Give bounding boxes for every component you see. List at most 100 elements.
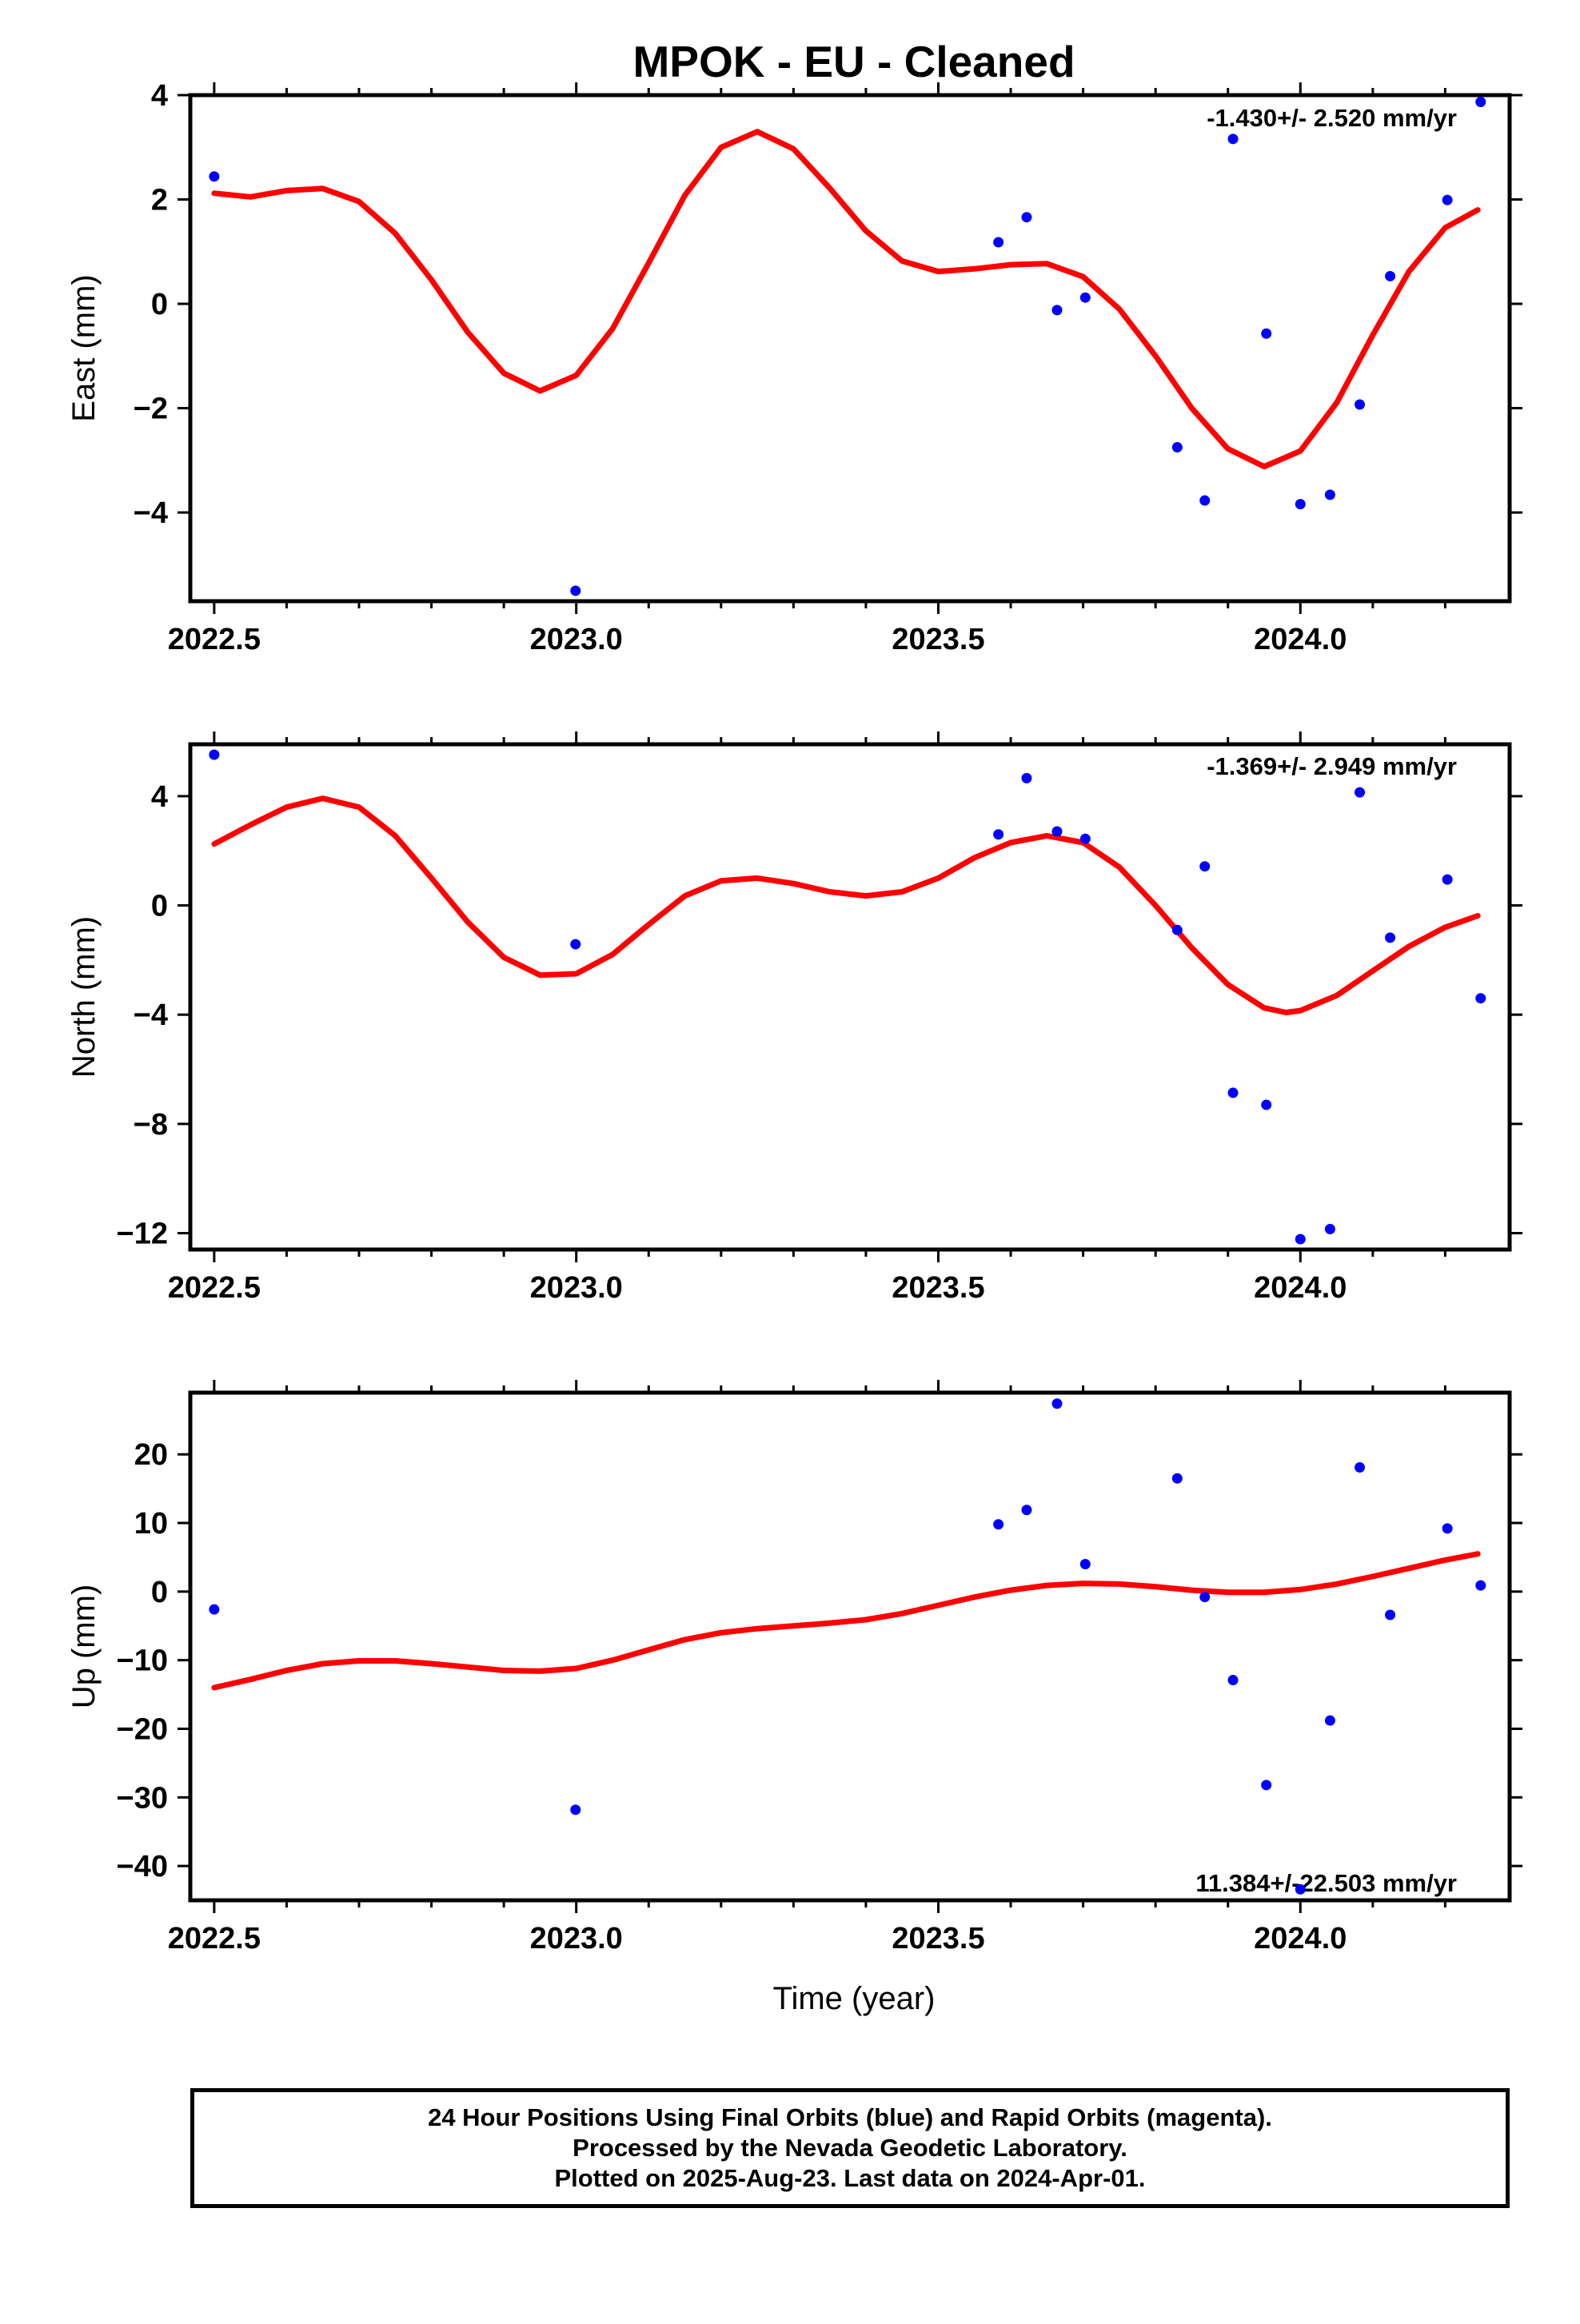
panel-3-data-point bbox=[1355, 1462, 1366, 1473]
panel-3-y-tick-label: −30 bbox=[117, 1781, 168, 1815]
panel-1-data-point bbox=[1171, 441, 1183, 452]
panel-1-data-point bbox=[1261, 328, 1272, 339]
panel-2-frame bbox=[188, 742, 1512, 1252]
panel-3-data-point bbox=[1227, 1675, 1239, 1686]
figure-title: MPOK - EU - Cleaned bbox=[632, 37, 1075, 86]
panel-2-data-point bbox=[1295, 1234, 1306, 1245]
footer-box: 24 Hour Positions Using Final Orbits (bl… bbox=[190, 2088, 1510, 2208]
panel-2-data-point bbox=[1442, 874, 1453, 885]
panel-2-data-point bbox=[1171, 924, 1183, 935]
panel-3-data-point bbox=[1079, 1559, 1091, 1570]
panel-2-y-tick-label: −8 bbox=[134, 1108, 168, 1142]
panel-2-x-tick-label: 2022.5 bbox=[168, 1271, 261, 1305]
panel-1-fit-curve bbox=[211, 129, 1481, 470]
panel-1-data-point bbox=[1021, 212, 1032, 223]
panel-2-data-point bbox=[1021, 772, 1032, 783]
panel-2-y-tick-label: 4 bbox=[151, 780, 168, 814]
panel-1-data-point bbox=[1385, 270, 1396, 281]
panel-2-data-point bbox=[570, 939, 581, 950]
panel-1-data-point bbox=[1355, 399, 1366, 410]
footer-line-1: 24 Hour Positions Using Final Orbits (bl… bbox=[428, 2103, 1272, 2131]
panel-1-y-tick-label: 0 bbox=[151, 288, 168, 321]
footer-line-3: Plotted on 2025-Aug-23. Last data on 202… bbox=[554, 2164, 1146, 2192]
panel-1-data-point bbox=[1442, 194, 1453, 205]
panel-1-y-axis-label: East (mm) bbox=[66, 274, 102, 421]
panel-2-data-point bbox=[1324, 1223, 1335, 1234]
panel-1-data-point bbox=[209, 171, 220, 182]
panel-2-y-tick-label: 0 bbox=[151, 890, 168, 923]
panel-3-data-point bbox=[1021, 1505, 1032, 1516]
panel-1-data-point bbox=[1051, 305, 1063, 316]
panel-1-x-tick-label: 2024.0 bbox=[1254, 623, 1347, 656]
panel-3-y-tick-label: 20 bbox=[134, 1438, 168, 1472]
panel-3-data-point bbox=[209, 1604, 220, 1615]
panel-2-data-point bbox=[1385, 932, 1396, 943]
panel-2-y-tick-label: −4 bbox=[134, 999, 168, 1032]
panel-1-y-tick-label: 4 bbox=[151, 79, 168, 113]
panel-3-data-point bbox=[1261, 1780, 1272, 1791]
panel-3-rate-label: 11.384+/-22.503 mm/yr bbox=[1195, 1869, 1457, 1897]
panel-3-data-point bbox=[993, 1519, 1004, 1530]
panel-2-data-point bbox=[1261, 1099, 1272, 1110]
panel-1-y-tick-label: −4 bbox=[134, 496, 168, 530]
panel-2-x-tick-label: 2023.5 bbox=[892, 1271, 984, 1305]
panel-3-y-tick-label: 0 bbox=[151, 1576, 168, 1609]
panel-3-y-tick-label: −40 bbox=[117, 1850, 168, 1884]
footer-line-2: Processed by the Nevada Geodetic Laborat… bbox=[573, 2134, 1127, 2162]
panel-2-data-point bbox=[209, 749, 220, 760]
panel-1-frame bbox=[188, 93, 1512, 604]
panel-2-data-point bbox=[1475, 993, 1486, 1004]
panel-3-data-point bbox=[1295, 1884, 1306, 1895]
panel-1-data-point bbox=[1079, 292, 1091, 303]
panel-3-data-point bbox=[1199, 1592, 1211, 1603]
panel-3-data-point bbox=[1442, 1523, 1453, 1534]
panel-1-data-point bbox=[1475, 96, 1486, 107]
panel-3-x-tick-label: 2023.0 bbox=[530, 1922, 623, 1955]
panel-3-frame bbox=[188, 1390, 1512, 1903]
panel-3-y-axis-label: Up (mm) bbox=[66, 1585, 102, 1709]
x-axis-label: Time (year) bbox=[773, 1981, 936, 2016]
panel-1-y-tick-label: −2 bbox=[134, 393, 168, 426]
panel-3: 2022.5 2023.0 2023.5 2024.0 −40 −30 −20 −10 0 10 2… bbox=[66, 1380, 1522, 1955]
panel-2-data-point bbox=[1199, 861, 1211, 872]
panel-1-x-tick-label: 2022.5 bbox=[168, 623, 261, 656]
panel-2-data-point bbox=[1227, 1087, 1239, 1098]
panel-2-data-point bbox=[993, 829, 1004, 840]
panel-3-x-tick-label: 2023.5 bbox=[892, 1922, 984, 1955]
panel-3-y-tick-label: −20 bbox=[117, 1712, 168, 1746]
panel-2-data-point bbox=[1079, 833, 1091, 844]
panel-2-fit-curve bbox=[211, 795, 1481, 1015]
panel-1-data-point bbox=[1199, 495, 1211, 506]
panel-3-data-point bbox=[1171, 1473, 1183, 1484]
panel-2-y-tick-label: −12 bbox=[117, 1218, 168, 1251]
panel-3-y-tick-label: 10 bbox=[134, 1507, 168, 1541]
panel-3-x-tick-label: 2024.0 bbox=[1254, 1922, 1347, 1955]
panel-3-y-tick-label: −10 bbox=[117, 1644, 168, 1678]
panel-2-rate-label: -1.369+/- 2.949 mm/yr bbox=[1207, 752, 1457, 780]
panel-3-x-tick-label: 2022.5 bbox=[168, 1922, 261, 1955]
panel-2: 2022.5 2023.0 2023.5 2024.0 −12 −8 −4 0 4 North (… bbox=[66, 731, 1522, 1305]
panel-2-y-axis-label: North (mm) bbox=[66, 916, 102, 1078]
panel-1-x-tick-label: 2023.5 bbox=[892, 623, 984, 656]
panel-1-data-point bbox=[570, 585, 581, 596]
panel-1-data-point bbox=[1295, 499, 1306, 510]
panel-1: 2022.5 2023.0 2023.5 2024.0 −4 −2 0 2 4 East (mm)… bbox=[66, 79, 1522, 656]
panel-1-data-point bbox=[1324, 489, 1335, 500]
panel-2-x-tick-label: 2024.0 bbox=[1254, 1271, 1347, 1305]
panel-3-data-point bbox=[1385, 1609, 1396, 1620]
panel-2-data-point bbox=[1051, 826, 1063, 837]
panel-1-x-tick-label: 2023.0 bbox=[530, 623, 623, 656]
panel-1-data-point bbox=[1227, 134, 1239, 145]
panel-2-x-tick-label: 2023.0 bbox=[530, 1271, 623, 1305]
panel-1-rate-label: -1.430+/- 2.520 mm/yr bbox=[1207, 104, 1457, 132]
panel-1-data-point bbox=[993, 237, 1004, 248]
panel-3-data-point bbox=[1475, 1580, 1486, 1591]
panel-3-fit-curve bbox=[211, 1551, 1481, 1691]
panel-1-y-tick-label: 2 bbox=[151, 184, 168, 217]
panel-2-data-point bbox=[1355, 787, 1366, 798]
panel-3-data-point bbox=[1324, 1715, 1335, 1726]
panel-3-data-point bbox=[1051, 1398, 1063, 1409]
panel-3-data-point bbox=[570, 1804, 581, 1816]
